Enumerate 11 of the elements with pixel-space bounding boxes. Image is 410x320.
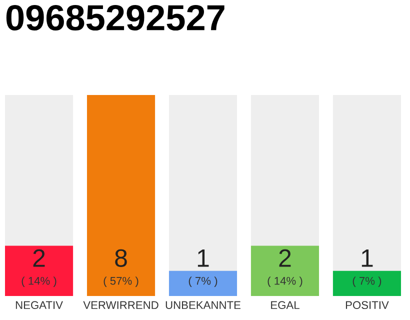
x-tick-label: VERWIRREND — [83, 301, 158, 309]
data-label: 1 ( 7% ) — [188, 249, 218, 287]
data-label: 2 ( 14% ) — [22, 249, 56, 287]
x-tick-label: EGAL — [271, 301, 300, 310]
data-label: 2 ( 14% ) — [268, 249, 302, 287]
x-tick-label: POSITIV — [346, 301, 389, 310]
data-label: 8 ( 57% ) — [104, 249, 138, 287]
data-label: 1 ( 7% ) — [352, 249, 382, 287]
chart-title: 09685292527 — [6, 4, 224, 31]
x-tick-label: UNBEKANNTE — [166, 301, 240, 310]
x-tick-label: NEGATIV — [16, 301, 63, 310]
